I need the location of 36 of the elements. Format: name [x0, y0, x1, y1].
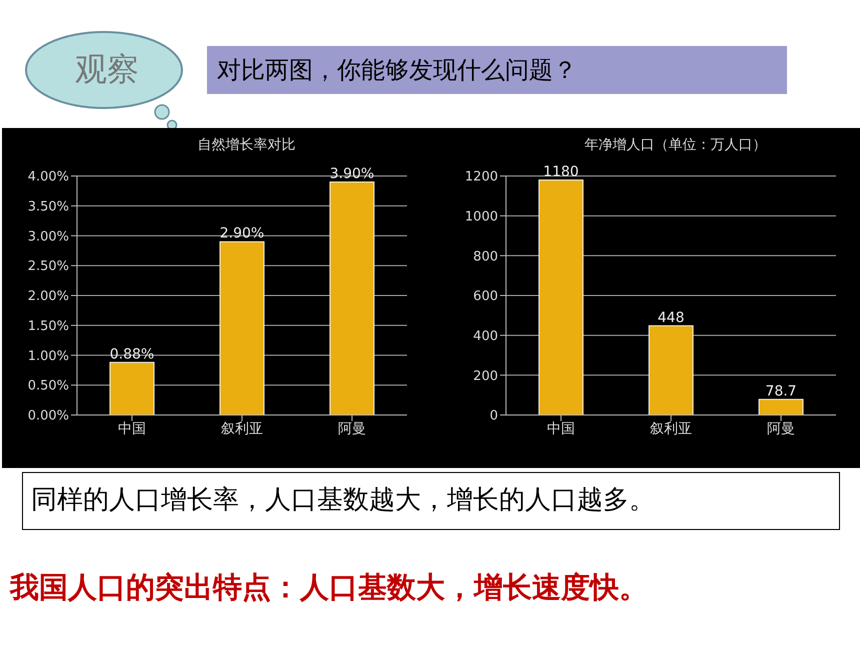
y-tick-label: 0	[489, 408, 498, 424]
x-tick-label: 叙利亚	[650, 420, 692, 437]
y-tick-label: 1.50%	[27, 318, 68, 334]
y-tick-label: 3.00%	[27, 229, 68, 244]
y-tick-label: 200	[472, 368, 498, 384]
text: 同样的人口增长率，人口基数越大，增长的人口越多。	[22, 472, 840, 530]
y-tick-label: 1.00%	[27, 348, 68, 364]
y-tick-label: 800	[472, 249, 498, 264]
chart-title: 年净增人口（单位：万人口）	[584, 136, 768, 154]
bar	[219, 241, 264, 415]
text: 我国人口的突出特点：人口基数大，增长速度快。	[10, 569, 649, 606]
bar	[758, 398, 803, 415]
y-tick-label: 3.50%	[27, 199, 68, 214]
data-label: 448	[657, 310, 684, 326]
x-tick-label: 中国	[118, 420, 146, 437]
x-tick-label: 阿曼	[338, 420, 366, 437]
y-tick-label: 400	[472, 328, 498, 344]
y-tick-label: 2.50%	[27, 259, 68, 274]
bar	[648, 325, 693, 415]
x-tick-label: 中国	[546, 420, 574, 437]
data-label: 78.7	[764, 383, 796, 400]
bar	[329, 181, 374, 415]
y-tick-label: 2.00%	[27, 289, 68, 304]
y-tick-label: 1000	[464, 209, 498, 224]
y-tick-label: 0.00%	[27, 408, 68, 424]
y-tick-label: 0.50%	[27, 378, 68, 394]
y-tick-label: 1200	[464, 170, 498, 185]
text: 观察	[74, 49, 140, 90]
text: 对比两图，你能够发现什么问题？	[207, 46, 787, 94]
bar	[109, 362, 154, 415]
bar	[538, 179, 583, 415]
x-tick-label: 阿曼	[766, 420, 794, 437]
x-tick-label: 叙利亚	[220, 420, 262, 437]
y-tick-label: 4.00%	[27, 170, 68, 185]
chart-title: 自然增长率对比	[196, 136, 296, 154]
y-tick-label: 600	[472, 289, 498, 304]
